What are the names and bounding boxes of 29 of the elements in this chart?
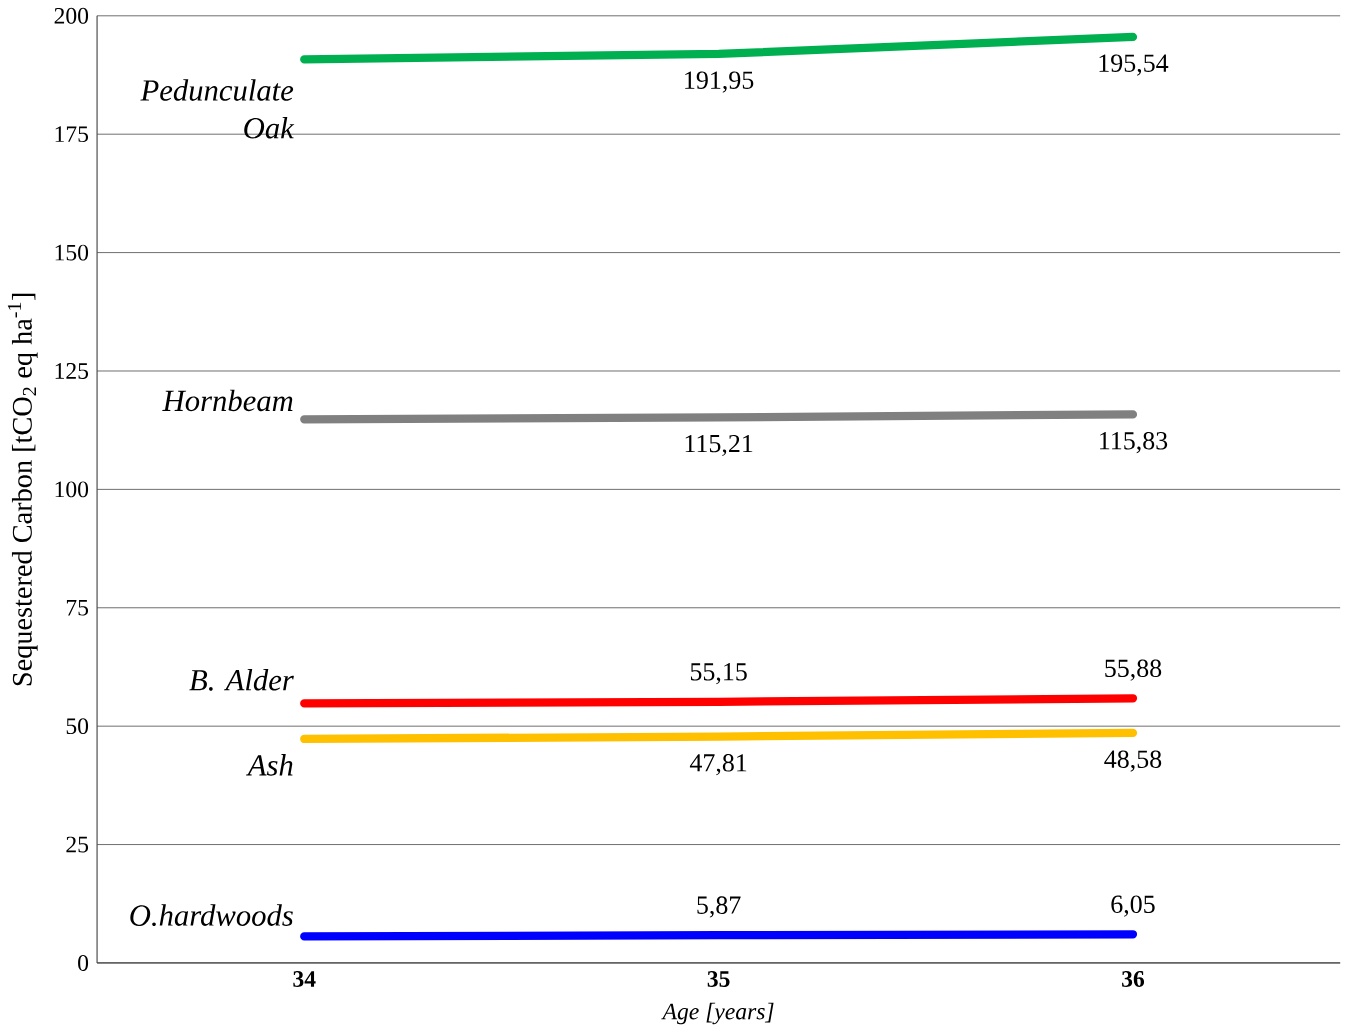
y-tick-label: 175: [55, 126, 89, 143]
data-label: 6,05: [1111, 895, 1155, 917]
series-label: Ash: [246, 754, 293, 776]
data-label: 55,88: [1105, 659, 1162, 681]
data-label: 48,58: [1104, 750, 1162, 772]
data-label: 5,87: [697, 896, 741, 918]
series-label: B. Alder: [189, 668, 294, 691]
series-label: Hornbeam: [162, 389, 293, 412]
data-label: 55,15: [690, 663, 747, 685]
x-tick-label: 36: [1122, 970, 1145, 987]
data-label: 195,54: [1099, 54, 1169, 76]
y-tick-label: 50: [66, 718, 89, 735]
data-label: 115,21: [685, 434, 753, 456]
series-label: O.hardwoods: [130, 904, 293, 926]
series-label: Pedunculate Oak: [140, 79, 295, 139]
x-tick-label: 35: [707, 970, 730, 987]
y-tick-label: 0: [78, 954, 89, 971]
y-tick-label: 200: [54, 7, 89, 24]
y-tick-label: 100: [55, 481, 89, 498]
y-tick-label: 25: [66, 836, 89, 853]
y-tick-label: 150: [55, 244, 89, 261]
y-tick-label: 75: [66, 599, 89, 616]
data-label: 191,95: [685, 71, 754, 93]
data-label: 115,83: [1100, 431, 1168, 454]
x-axis-title: Age [years]: [661, 1002, 774, 1025]
data-label: 47,81: [689, 753, 747, 776]
y-tick-label: 125: [55, 362, 89, 379]
x-tick-label: 34: [293, 970, 316, 987]
y-axis-title: Sequestered Carbon [tCO$_{2}$ eq ha$^{-1}$]: [7, 293, 38, 686]
